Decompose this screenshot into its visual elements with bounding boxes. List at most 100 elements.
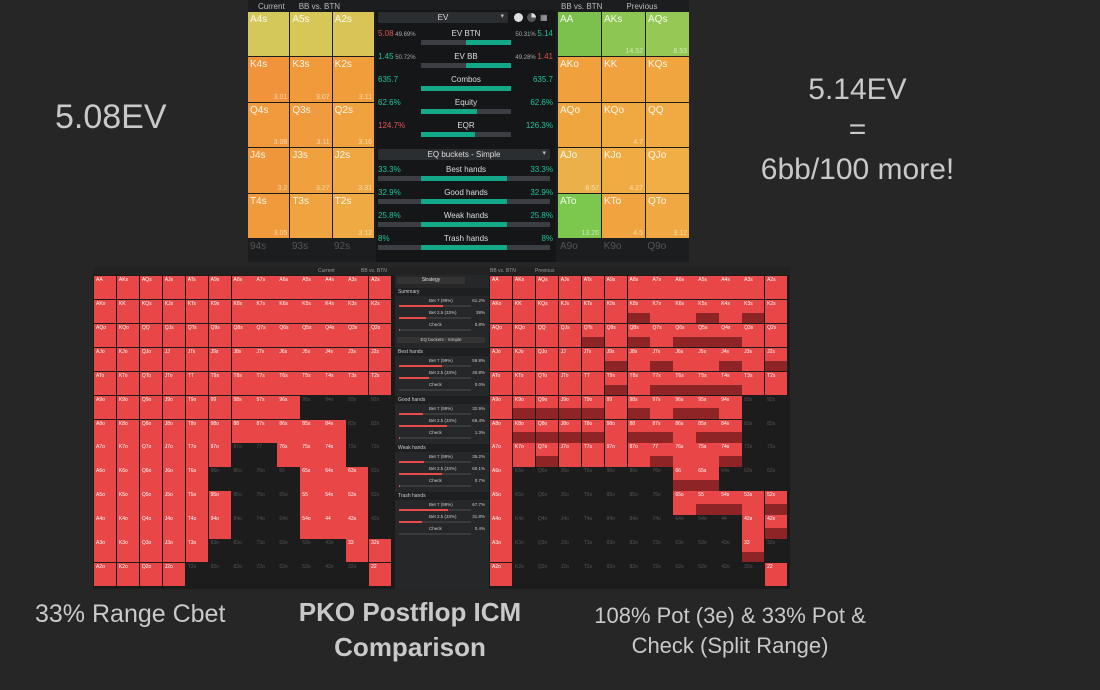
hand-cell[interactable]: 95s: [300, 395, 323, 419]
metric-dropdown[interactable]: EV ▾: [378, 12, 508, 23]
hand-cell[interactable]: QQ: [646, 102, 689, 148]
hand-cell[interactable]: 43o: [323, 539, 346, 563]
hand-cell[interactable]: QJs: [558, 323, 582, 348]
hand-cell[interactable]: 84s: [323, 419, 346, 443]
buckets-dropdown[interactable]: EQ buckets - Simple ▾: [378, 149, 550, 160]
bucket-row[interactable]: 25.8% Weak hands 25.8%: [376, 209, 556, 231]
hand-cell[interactable]: A9o: [94, 395, 117, 419]
hand-cell[interactable]: 96s: [277, 395, 300, 419]
hand-cell[interactable]: Q9o: [139, 395, 163, 419]
hand-cell[interactable]: J2s: [765, 347, 788, 372]
hand-cell[interactable]: T9s: [604, 371, 627, 395]
hand-cell[interactable]: T9o: [581, 395, 604, 419]
hand-cell[interactable]: A5o: [94, 491, 117, 515]
hand-cell[interactable]: 65o: [673, 491, 696, 515]
hand-cell[interactable]: 43o: [719, 539, 742, 563]
hand-cell[interactable]: 88: [231, 419, 254, 443]
hand-cell[interactable]: A4s: [719, 276, 742, 300]
hand-cell[interactable]: A7o: [490, 443, 513, 467]
hand-cell[interactable]: 74o: [650, 515, 673, 539]
hand-cell[interactable]: 86o: [627, 467, 650, 491]
hand-cell[interactable]: JTo: [162, 371, 186, 395]
hand-cell[interactable]: 44: [719, 515, 742, 539]
hand-cell[interactable]: AA: [490, 276, 513, 300]
hand-cell[interactable]: J2s 3.31: [332, 148, 374, 193]
hand-cell[interactable]: 87o: [231, 443, 254, 467]
hand-cell[interactable]: J8s: [627, 347, 650, 372]
hand-cell[interactable]: A9o: [490, 395, 513, 419]
hand-cell[interactable]: 75o: [254, 491, 277, 515]
hand-cell[interactable]: 84s: [719, 419, 742, 443]
hand-cell[interactable]: KJo 4.27: [602, 148, 645, 193]
hand-cell[interactable]: T5s: [300, 371, 323, 395]
hand-cell[interactable]: 76o: [650, 467, 673, 491]
hand-cell[interactable]: 86s: [277, 419, 300, 443]
hand-cell[interactable]: A2o: [490, 563, 513, 587]
hand-cell[interactable]: 63o: [277, 539, 300, 563]
hand-cell[interactable]: 83o: [627, 539, 650, 563]
hand-cell[interactable]: 73o: [650, 539, 673, 563]
hand-cell[interactable]: J8o: [162, 419, 186, 443]
hand-cell[interactable]: 95o: [604, 491, 627, 515]
hand-cell[interactable]: J5s: [696, 347, 719, 372]
hand-cell[interactable]: A4o: [94, 515, 117, 539]
hand-cell[interactable]: 54s: [323, 491, 346, 515]
hand-cell[interactable]: J7o: [162, 443, 186, 467]
hand-cell[interactable]: 93s: [346, 395, 369, 419]
hand-cell[interactable]: 93o: [208, 539, 231, 563]
hand-cell[interactable]: KQs: [535, 299, 559, 324]
hand-cell[interactable]: Q5o: [139, 491, 163, 515]
hand-cell[interactable]: J4s 3.2: [248, 148, 290, 193]
hand-cell[interactable]: A3o: [490, 539, 513, 563]
hand-cell[interactable]: Q5o: [535, 491, 559, 515]
hand-cell[interactable]: 54s: [719, 491, 742, 515]
hand-cell[interactable]: KTs: [581, 299, 604, 324]
hand-cell[interactable]: K4s 3.01: [248, 57, 290, 102]
hand-cell[interactable]: K2s: [765, 299, 788, 324]
hand-cell[interactable]: KJs: [162, 299, 186, 324]
hand-cell[interactable]: A9s: [604, 276, 627, 300]
hand-cell[interactable]: 96o: [208, 467, 231, 491]
hand-cell[interactable]: K3s: [346, 299, 369, 324]
hand-cell[interactable]: QQ: [535, 323, 559, 348]
hand-cell[interactable]: AJs: [558, 276, 582, 300]
hand-cell[interactable]: ATo 13.26: [558, 193, 601, 238]
hand-cell[interactable]: J9o: [558, 395, 582, 419]
hand-cell[interactable]: 98s: [231, 395, 254, 419]
hand-cell[interactable]: K4s: [719, 299, 742, 324]
hand-cell[interactable]: T7o: [581, 443, 604, 467]
hand-cell[interactable]: Q9s: [208, 323, 231, 348]
hand-cell[interactable]: 65s: [696, 467, 719, 491]
hand-cell[interactable]: 92o: [208, 563, 231, 587]
hand-cell[interactable]: 82s: [765, 419, 788, 443]
hand-cell[interactable]: T4o: [581, 515, 604, 539]
hand-cell[interactable]: 42s: [765, 515, 788, 539]
hand-cell[interactable]: QJs: [162, 323, 186, 348]
hand-cell[interactable]: 82o: [627, 563, 650, 587]
hand-cell[interactable]: T2o: [581, 563, 604, 587]
hand-cell[interactable]: K2o: [116, 563, 140, 587]
hand-cell[interactable]: A6s: [673, 276, 696, 300]
hand-cell[interactable]: 97s: [254, 395, 277, 419]
hand-cell[interactable]: 74s: [323, 443, 346, 467]
hand-cell[interactable]: T7s: [650, 371, 673, 395]
hand-cell[interactable]: 85o: [627, 491, 650, 515]
hand-cell[interactable]: 43s: [742, 515, 765, 539]
hand-cell[interactable]: 64s: [323, 467, 346, 491]
hand-cell[interactable]: J2o: [558, 563, 582, 587]
hand-cell[interactable]: J6s: [277, 347, 300, 372]
hand-cell[interactable]: 87o: [627, 443, 650, 467]
hand-cell[interactable]: J7o: [558, 443, 582, 467]
hand-cell[interactable]: 62s: [765, 467, 788, 491]
hand-cell[interactable]: A7o: [94, 443, 117, 467]
hand-cell[interactable]: K8s: [231, 299, 254, 324]
circle-icon[interactable]: [514, 13, 523, 22]
hand-cell[interactable]: K9s: [208, 299, 231, 324]
hand-cell[interactable]: Q7o: [139, 443, 163, 467]
hand-cell[interactable]: K9o: [116, 395, 140, 419]
hand-cell[interactable]: 53o: [300, 539, 323, 563]
hand-cell[interactable]: T3o: [185, 539, 208, 563]
hand-cell[interactable]: 72o: [254, 563, 277, 587]
hand-cell[interactable]: AQo: [558, 102, 601, 148]
hand-cell[interactable]: AKo: [94, 299, 117, 324]
